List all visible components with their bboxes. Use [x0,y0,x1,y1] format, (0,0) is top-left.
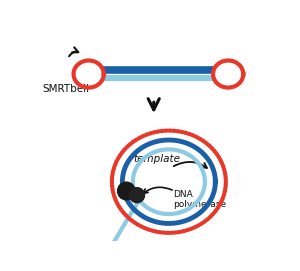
Text: SMRTbell: SMRTbell [42,84,89,94]
Polygon shape [74,60,104,88]
Ellipse shape [118,182,135,200]
Text: DNA
polymerase: DNA polymerase [173,190,226,209]
Ellipse shape [129,188,145,203]
Text: template: template [134,154,181,164]
Polygon shape [213,60,243,88]
